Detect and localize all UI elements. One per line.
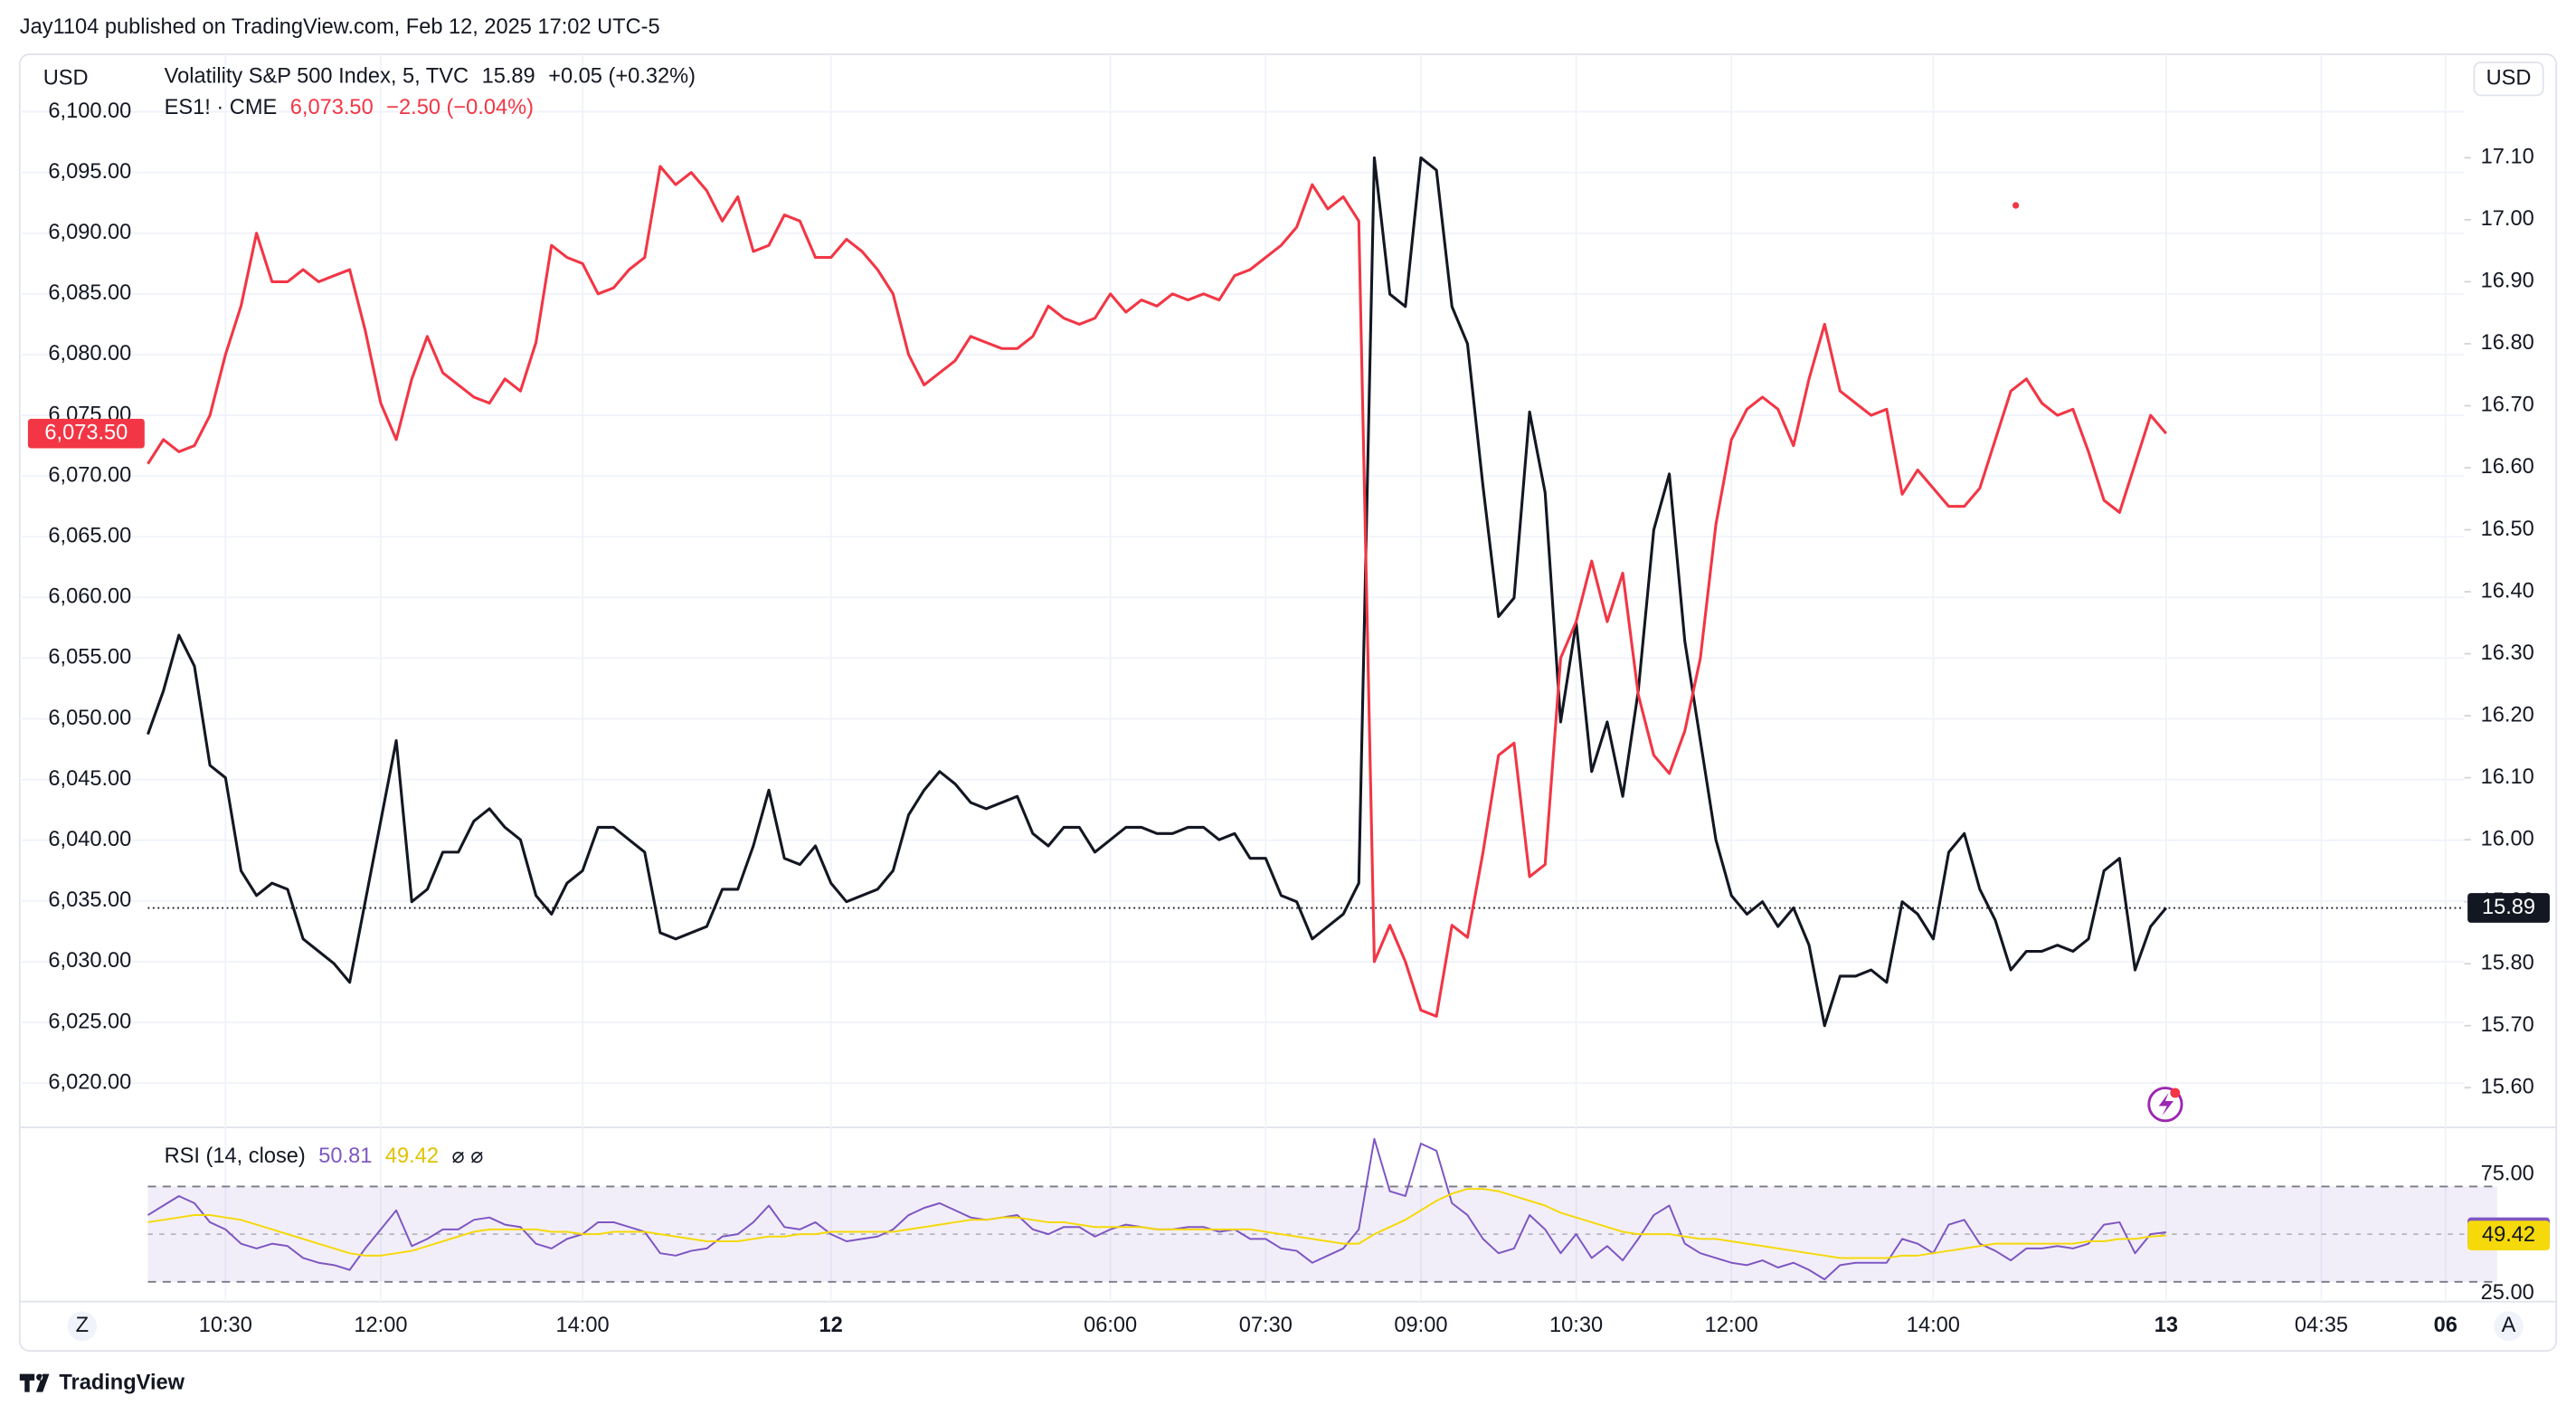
price-badge-label: 15.89 (2482, 896, 2535, 919)
legend-item: RSI (14, close) (165, 1144, 306, 1168)
price-badge (2467, 893, 2550, 923)
legend-item: 50.81 (318, 1144, 372, 1168)
y-tick-label: 6,035.00 (48, 888, 131, 912)
lightning-bolt (2158, 1092, 2174, 1116)
corner-button[interactable] (2494, 1311, 2524, 1342)
y2-tick-label: 17.10 (2481, 146, 2534, 169)
y-tick-label: 6,050.00 (48, 707, 131, 730)
header: Jay1104 published on TradingView.com, Fe… (20, 15, 660, 39)
y2-tick-label: 16.80 (2481, 331, 2534, 355)
chart-frame (18, 53, 2558, 1353)
rsi-tick-label: 25.00 (2481, 1281, 2534, 1305)
alert-dot (2012, 202, 2020, 209)
legend-rsi: RSI (14, close) 50.81 49.42 ⌀ ⌀ (165, 1144, 484, 1168)
legend-item: +0.05 (+0.32%) (548, 65, 696, 89)
legend-vix: Volatility S&P 500 Index, 5, TVC 15.89 +0.… (165, 65, 696, 89)
y2-tick-label: 16.20 (2481, 703, 2534, 726)
y2-tick-label: 15.70 (2481, 1013, 2534, 1037)
currency-left[interactable]: USD (43, 66, 89, 90)
y-tick-label: 6,030.00 (48, 949, 131, 973)
y2-tick-label: 16.10 (2481, 765, 2534, 789)
x-tick-label: 14:00 (1907, 1314, 1960, 1337)
price-badge-label: 49.42 (2482, 1223, 2535, 1247)
y-tick-label: 6,085.00 (48, 281, 131, 305)
y-tick-label: 6,095.00 (48, 160, 131, 184)
y-tick-label: 6,040.00 (48, 828, 131, 851)
y-tick-label: 6,065.00 (48, 524, 131, 547)
x-tick-label: 09:00 (1394, 1314, 1447, 1337)
corner-right[interactable]: A (2502, 1314, 2516, 1337)
x-tick-label: 04:35 (2295, 1314, 2348, 1337)
x-tick-label: 12:00 (354, 1314, 407, 1337)
legend-es: ES1! · CME 6,073.50 −2.50 (−0.04%) (165, 96, 534, 119)
y2-tick-label: 17.00 (2481, 207, 2534, 231)
legend-item: ⌀ ⌀ (452, 1144, 484, 1168)
price-badge (2467, 1220, 2550, 1250)
corner-left[interactable]: Z (76, 1314, 89, 1337)
legend-item: 49.42 (385, 1144, 439, 1168)
legend-item: Volatility S&P 500 Index, 5, TVC (165, 65, 469, 89)
legend-item: −2.50 (−0.04%) (386, 96, 534, 119)
y2-tick-label: 15.60 (2481, 1075, 2534, 1098)
currency-button[interactable] (33, 62, 99, 96)
y-tick-label: 6,100.00 (48, 100, 131, 123)
y2-tick-label: 16.00 (2481, 827, 2534, 850)
currency-button[interactable] (2473, 62, 2544, 97)
tv-logo (19, 1373, 50, 1392)
y-tick-label: 6,090.00 (48, 221, 131, 244)
y2-tick-label: 16.90 (2481, 270, 2534, 293)
x-tick-label: 10:30 (1549, 1314, 1603, 1337)
y2-tick-label: 16.30 (2481, 641, 2534, 665)
footer: TradingView (59, 1372, 185, 1395)
x-tick-label: 06 (2434, 1314, 2458, 1337)
y2-tick-label: 16.70 (2481, 394, 2534, 417)
y2-tick-label: 16.50 (2481, 518, 2534, 541)
notification-dot (2170, 1087, 2181, 1098)
y2-tick-label: 15.80 (2481, 951, 2534, 974)
y-tick-label: 6,025.00 (48, 1010, 131, 1033)
y2-tick-label: 16.40 (2481, 579, 2534, 603)
x-tick-label: 06:00 (1084, 1314, 1137, 1337)
lightning-icon[interactable] (2147, 1087, 2183, 1123)
rsi-tick-label: 75.00 (2481, 1163, 2534, 1186)
price-badge (27, 418, 145, 449)
corner-button[interactable] (67, 1311, 98, 1342)
legend-item: 15.89 (482, 65, 535, 89)
legend-item: 6,073.50 (290, 96, 374, 119)
x-tick-label: 12:00 (1705, 1314, 1758, 1337)
x-tick-label: 10:30 (199, 1314, 252, 1337)
currency-right[interactable]: USD (2486, 66, 2532, 90)
legend-item: ES1! · CME (165, 96, 278, 119)
y-tick-label: 6,045.00 (48, 767, 131, 791)
series-line (147, 165, 2168, 1018)
y-tick-label: 6,070.00 (48, 463, 131, 487)
y-tick-label: 6,060.00 (48, 585, 131, 609)
y-tick-label: 6,080.00 (48, 342, 131, 366)
x-tick-label: 13 (2155, 1314, 2178, 1337)
x-tick-label: 07:30 (1239, 1314, 1293, 1337)
grid (19, 53, 2497, 1302)
x-tick-label: 14:00 (556, 1314, 610, 1337)
y-tick-label: 6,020.00 (48, 1070, 131, 1094)
y2-tick-label: 16.60 (2481, 455, 2534, 479)
series-line (147, 1188, 2166, 1259)
y-tick-label: 6,055.00 (48, 646, 131, 670)
series-line (147, 156, 2168, 1028)
price-badge-label: 6,073.50 (44, 421, 128, 444)
x-tick-label: 12 (819, 1314, 843, 1337)
